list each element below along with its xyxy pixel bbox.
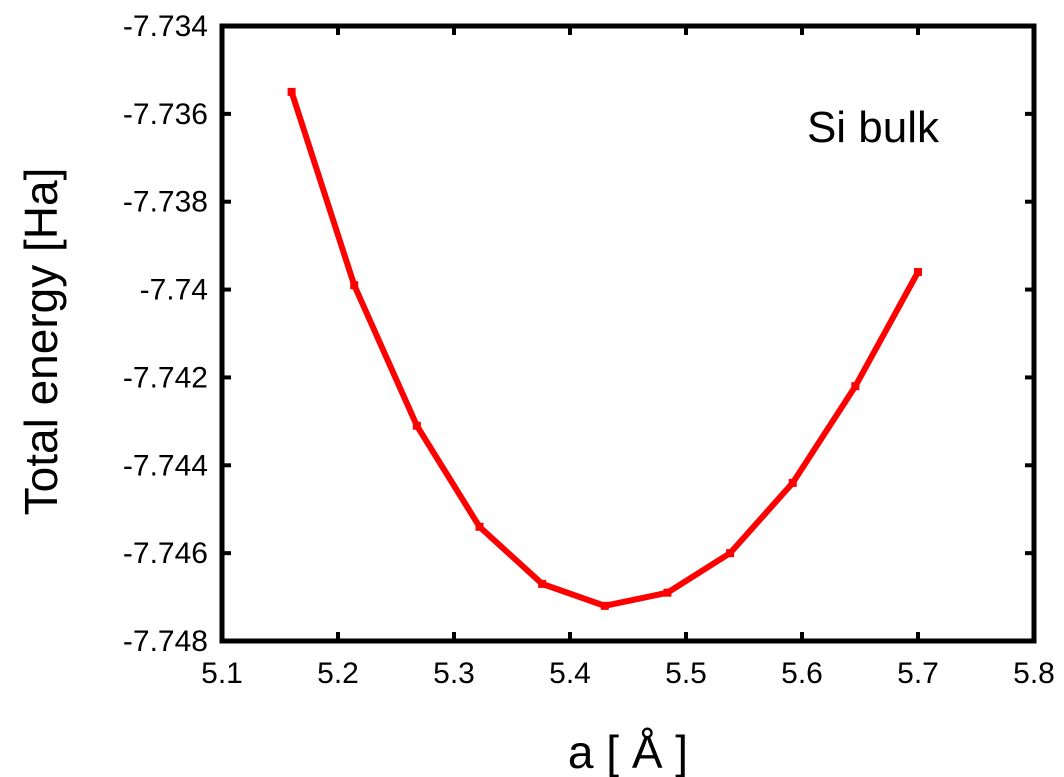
x-axis-title: a [ Å ] [568, 726, 688, 777]
x-tick-label-1: 5.2 [317, 657, 359, 690]
x-tick-label-3: 5.4 [549, 657, 591, 690]
y-tick-label-4: -7.74 [140, 274, 208, 307]
x-tick-label-0: 5.1 [201, 657, 243, 690]
y-tick-labels: -7.748 -7.746 -7.744 -7.742 -7.74 -7.738 -7.73… [123, 10, 208, 658]
plot-frame [219, 23, 1037, 644]
y-tick-label-7: -7.734 [123, 10, 208, 43]
data-point-0-3 [475, 522, 484, 531]
data-point-0-10 [914, 268, 922, 276]
y-tick-label-2: -7.744 [123, 449, 208, 482]
y-axis-title: Total energy [Ha] [15, 168, 67, 516]
y-tick-label-1: -7.746 [123, 537, 208, 570]
data-point-0-8 [788, 478, 797, 487]
series-line-0 [288, 90, 921, 609]
data-point-0-1 [350, 281, 359, 290]
x-tick-label-6: 5.7 [897, 657, 939, 690]
data-point-0-9 [851, 382, 860, 391]
x-tick-labels: 5.1 5.2 5.3 5.4 5.5 5.6 5.7 5.8 [201, 657, 1055, 690]
y-tick-label-6: -7.736 [123, 98, 208, 131]
x-tick-label-5: 5.6 [781, 657, 823, 690]
x-tick-label-7: 5.8 [1013, 657, 1055, 690]
data-point-0-5 [600, 601, 609, 610]
data-point-0-7 [726, 549, 735, 558]
y-tick-label-3: -7.742 [123, 361, 208, 394]
data-point-0-2 [412, 421, 421, 430]
x-tick-label-4: 5.5 [665, 657, 707, 690]
series-layer [287, 87, 922, 610]
x-tick-label-2: 5.3 [433, 657, 475, 690]
y-tick-label-0: -7.748 [123, 625, 208, 658]
data-point-0-0 [287, 87, 296, 96]
data-point-0-6 [663, 588, 672, 597]
chart-annotation: Si bulk [807, 103, 940, 152]
data-point-0-4 [538, 579, 547, 588]
y-tick-label-5: -7.738 [123, 186, 208, 219]
